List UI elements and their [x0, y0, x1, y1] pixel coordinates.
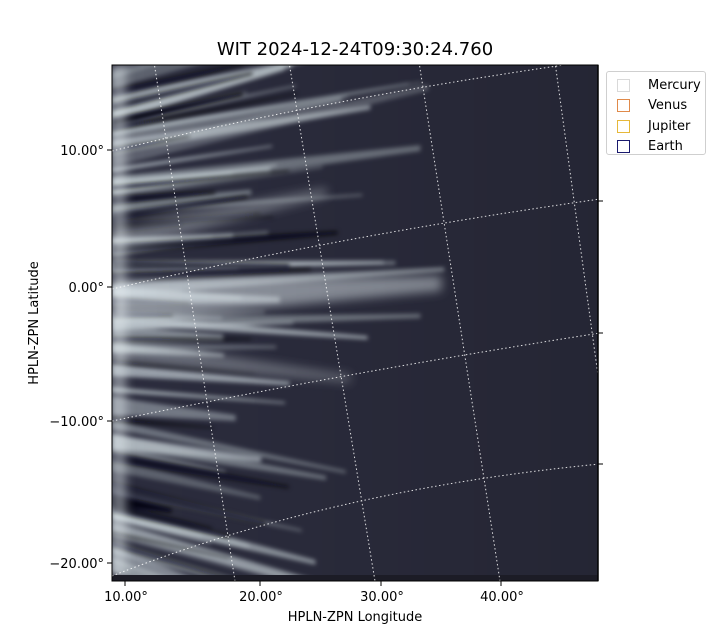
coronagraph-image — [112, 65, 598, 581]
legend-swatch — [617, 140, 630, 154]
y-tick-label: 10.00° — [60, 144, 104, 159]
x-tick-label: 10.00° — [104, 590, 148, 605]
legend-label: Earth — [648, 139, 683, 155]
legend-item-mercury: Mercury — [617, 75, 705, 96]
x-tick-label: 40.00° — [480, 590, 524, 605]
coordinate-grid — [112, 65, 598, 581]
legend-swatch — [617, 119, 630, 133]
legend-swatch — [617, 99, 630, 113]
legend-label: Jupiter — [648, 118, 691, 134]
legend-item-earth: Earth — [617, 137, 705, 158]
legend-item-venus: Venus — [617, 96, 705, 117]
y-tick-label: −10.00° — [49, 415, 104, 430]
y-tick-label: −20.00° — [49, 557, 104, 572]
legend-label: Venus — [648, 98, 688, 114]
y-tick-label: 0.00° — [69, 281, 104, 296]
x-tick-label: 30.00° — [360, 590, 404, 605]
legend-swatch — [617, 78, 630, 92]
legend: Mercury Venus Jupiter Earth — [606, 71, 706, 155]
y-axis-label: HPLN-ZPN Latitude — [27, 261, 42, 384]
plot-title: WIT 2024-12-24T09:30:24.760 — [216, 39, 494, 60]
x-axis-label: HPLN-ZPN Longitude — [288, 610, 423, 625]
x-tick-label: 20.00° — [239, 590, 283, 605]
legend-label: Mercury — [648, 77, 701, 93]
tick-marks — [107, 149, 603, 586]
legend-item-jupiter: Jupiter — [617, 116, 705, 137]
